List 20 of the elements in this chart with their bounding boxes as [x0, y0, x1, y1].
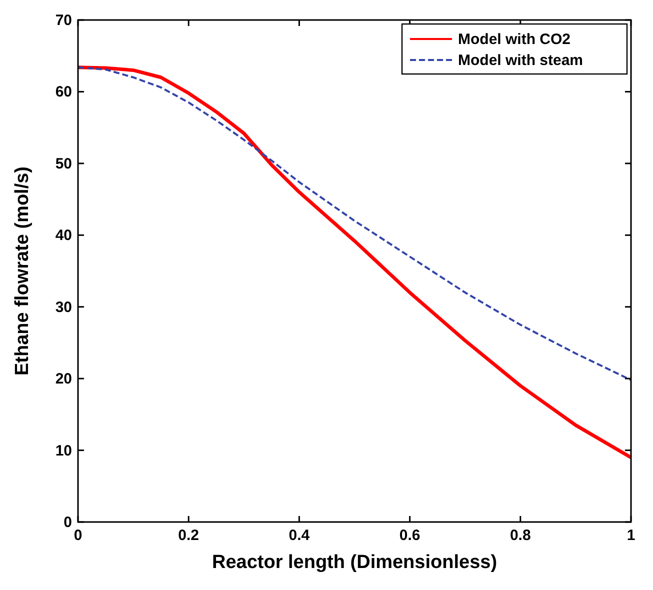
y-axis-title: Ethane flowrate (mol/s)	[12, 166, 33, 376]
y-tick-label: 50	[55, 155, 72, 172]
x-tick-label: 0.6	[399, 527, 420, 544]
line-series	[77, 66, 632, 382]
x-tick-label: 0.4	[288, 527, 310, 544]
y-tick-label: 70	[55, 12, 72, 29]
legend-label: Model with steam	[458, 52, 584, 69]
x-tick-label: 0	[74, 527, 82, 544]
y-tick-label: 30	[55, 298, 72, 316]
x-tick-label: 1	[626, 527, 636, 544]
y-tick-label: 60	[55, 84, 72, 101]
x-axis-title: Reactor length (Dimensionless)	[212, 552, 498, 573]
x-tick-label: 0.8	[510, 527, 531, 544]
legend-label: Model with CO2	[458, 31, 570, 48]
y-tick-label: 40	[55, 227, 72, 244]
y-tick-label: 20	[55, 370, 72, 388]
y-tick-label: 10	[55, 442, 72, 460]
x-tick-label: 0.2	[178, 527, 200, 544]
line-series	[76, 66, 633, 460]
y-tick-label: 0	[64, 514, 72, 531]
